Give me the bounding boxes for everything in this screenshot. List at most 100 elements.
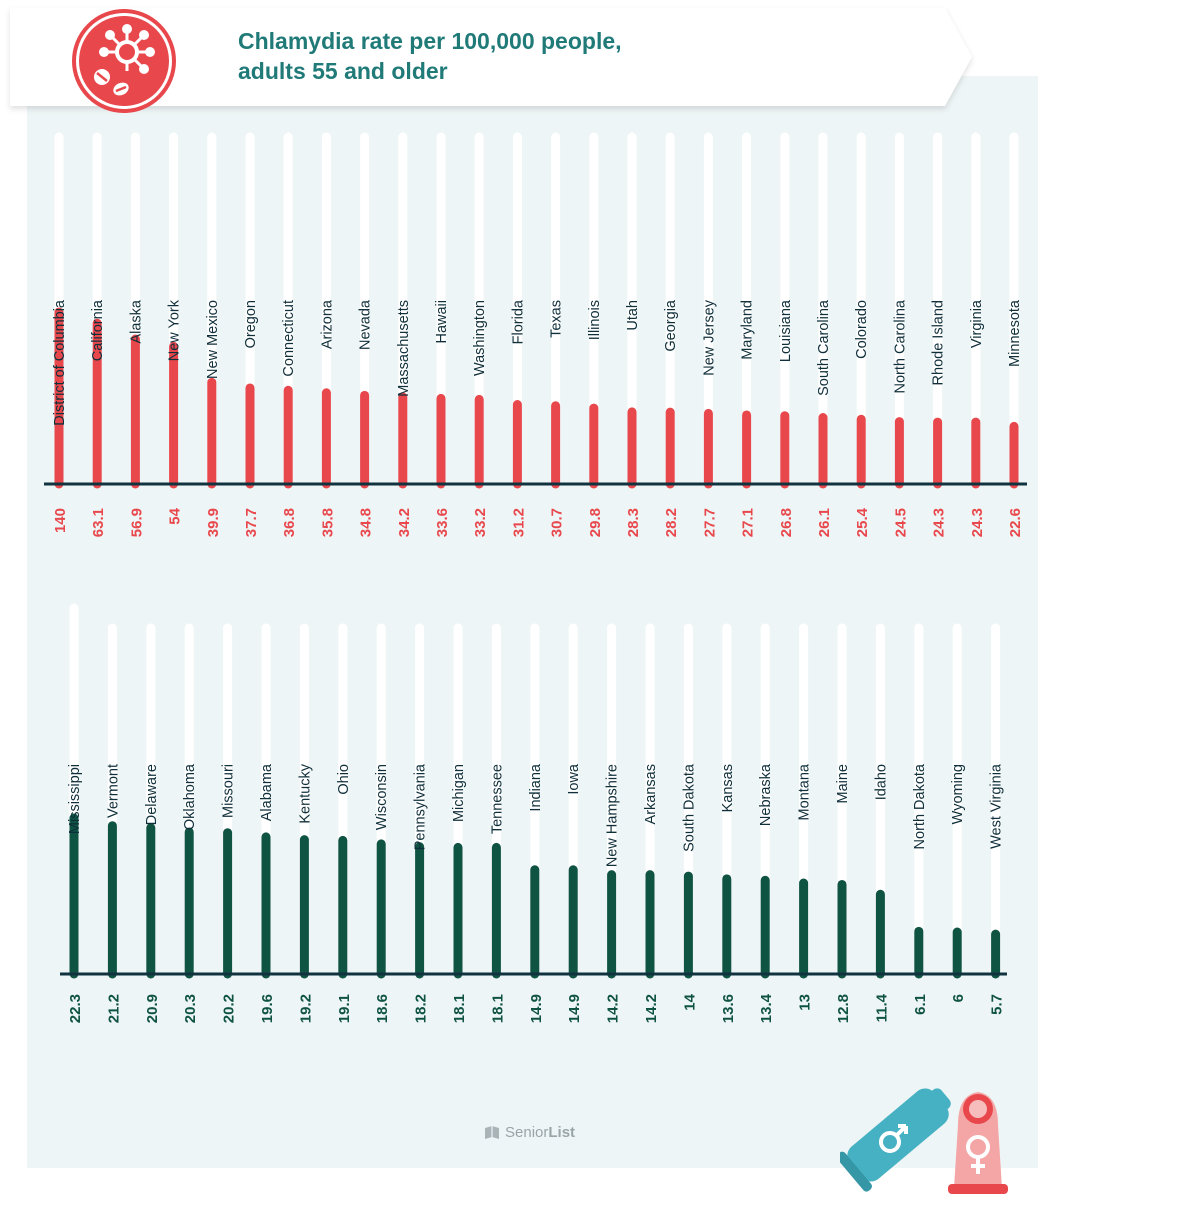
- value-label: 26.8: [778, 508, 795, 537]
- category-label: Indiana: [528, 763, 544, 812]
- category-label: Illinois: [587, 300, 603, 340]
- category-label: District of Columbia: [52, 299, 68, 426]
- category-label: Tennessee: [489, 764, 505, 834]
- category-label: California: [90, 299, 106, 361]
- category-label: North Dakota: [912, 763, 928, 849]
- value-label: 33.2: [472, 508, 489, 537]
- category-label: Hawaii: [434, 300, 450, 344]
- condom-male-symbol-icon: [840, 1088, 951, 1192]
- category-label: Arkansas: [643, 764, 659, 824]
- category-label: Mississippi: [67, 764, 83, 834]
- category-label: New Hampshire: [605, 764, 621, 867]
- category-label: Connecticut: [281, 300, 297, 377]
- value-label: 18.1: [489, 994, 506, 1023]
- value-label: 34.2: [396, 508, 413, 537]
- category-label: Louisiana: [778, 299, 794, 362]
- value-label: 63.1: [90, 508, 107, 537]
- category-label: Alaska: [128, 299, 144, 343]
- category-label: Virginia: [969, 299, 985, 348]
- value-label: 27.7: [701, 508, 718, 537]
- brand-logo: SeniorList: [483, 1124, 575, 1141]
- category-label: Idaho: [873, 764, 889, 800]
- category-label: New York: [167, 299, 183, 361]
- value-label: 24.3: [931, 508, 948, 537]
- category-label: South Carolina: [816, 299, 832, 396]
- value-label: 14.2: [643, 994, 660, 1023]
- title-line-1: Chlamydia rate per 100,000 people,: [238, 28, 622, 54]
- category-label: Wisconsin: [374, 764, 390, 830]
- value-label: 13: [797, 994, 814, 1011]
- category-label: Wyoming: [950, 764, 966, 824]
- category-label: Washington: [472, 300, 488, 376]
- value-label: 20.3: [182, 994, 199, 1023]
- value-label: 26.1: [816, 508, 833, 537]
- value-label: 22.6: [1007, 508, 1024, 537]
- category-label: Missouri: [221, 764, 237, 818]
- value-label: 18.2: [413, 994, 430, 1023]
- category-label: North Carolina: [892, 299, 908, 393]
- value-label: 14.9: [528, 994, 545, 1023]
- value-label: 13.6: [720, 994, 737, 1023]
- value-label: 19.2: [297, 994, 314, 1023]
- value-label: 19.6: [259, 994, 276, 1023]
- brand-name-post: List: [548, 1124, 576, 1141]
- category-label: Montana: [797, 763, 813, 820]
- category-label: Nevada: [358, 299, 374, 350]
- value-label: 28.3: [625, 508, 642, 537]
- value-label: 13.4: [758, 993, 775, 1023]
- value-label: 5.7: [989, 994, 1006, 1015]
- category-label: Maine: [835, 764, 851, 804]
- category-label: South Dakota: [681, 763, 697, 852]
- value-label: 24.3: [969, 508, 986, 537]
- value-label: 25.4: [854, 507, 871, 537]
- value-label: 6: [950, 994, 967, 1002]
- value-label: 20.9: [144, 994, 161, 1023]
- category-label: Kentucky: [297, 763, 313, 823]
- category-label: Pennsylvania: [413, 763, 429, 850]
- value-label: 56.9: [128, 508, 145, 537]
- value-label: 27.1: [740, 508, 757, 537]
- category-label: New Jersey: [701, 299, 717, 375]
- value-label: 31.2: [510, 508, 527, 537]
- header-banner: [10, 8, 972, 106]
- value-label: 11.4: [873, 993, 890, 1022]
- value-label: 33.6: [434, 508, 451, 537]
- category-label: Utah: [625, 300, 641, 331]
- value-label: 6.1: [912, 994, 929, 1015]
- value-label: 35.8: [319, 508, 336, 537]
- value-label: 20.2: [221, 994, 238, 1023]
- category-label: Georgia: [663, 299, 679, 352]
- virus-icon: [72, 9, 176, 113]
- category-label: Iowa: [566, 763, 582, 795]
- category-label: Vermont: [105, 764, 121, 818]
- value-label: 12.8: [835, 994, 852, 1023]
- category-label: Colorado: [854, 300, 870, 359]
- value-label: 34.8: [358, 508, 375, 537]
- category-label: Texas: [549, 300, 565, 338]
- value-label: 37.7: [243, 508, 260, 537]
- category-label: Rhode Island: [931, 300, 947, 385]
- value-label: 30.7: [549, 508, 566, 537]
- category-label: Minnesota: [1007, 299, 1023, 367]
- category-label: Kansas: [720, 764, 736, 812]
- value-label: 14: [681, 993, 698, 1010]
- category-label: Ohio: [336, 764, 352, 795]
- book-icon: [485, 1125, 499, 1139]
- category-label: Alabama: [259, 763, 275, 821]
- value-label: 14.2: [605, 994, 622, 1023]
- value-label: 29.8: [587, 508, 604, 537]
- value-label: 19.1: [336, 994, 353, 1023]
- value-label: 36.8: [281, 508, 298, 537]
- category-label: Massachusetts: [396, 300, 412, 397]
- value-label: 18.1: [451, 994, 468, 1023]
- category-label: New Mexico: [205, 300, 221, 379]
- category-label: Michigan: [451, 764, 467, 822]
- category-label: Florida: [510, 299, 526, 344]
- value-label: 24.5: [892, 508, 909, 537]
- category-label: Arizona: [319, 299, 335, 349]
- value-label: 22.3: [67, 994, 84, 1023]
- value-label: 54: [167, 507, 184, 524]
- chart-title: Chlamydia rate per 100,000 people, adult…: [238, 26, 798, 86]
- category-label: Delaware: [144, 764, 160, 825]
